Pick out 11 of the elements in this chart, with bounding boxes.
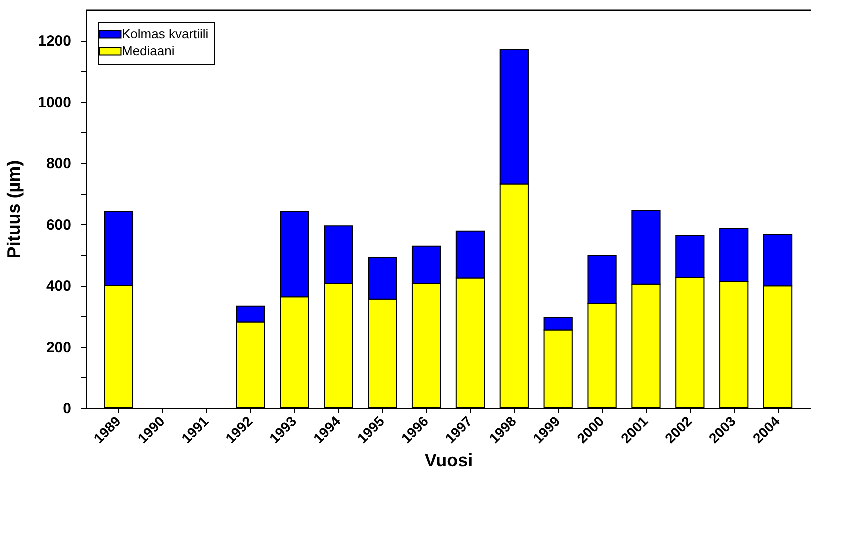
y-tick-label: 1000 xyxy=(38,94,72,112)
y-tick-label: 800 xyxy=(46,156,72,173)
y-tick-label: 400 xyxy=(46,278,72,296)
legend-label: Kolmas kvartiili xyxy=(122,26,209,42)
y-tick-label: 200 xyxy=(46,339,72,356)
y-tick-label: 0 xyxy=(63,400,72,418)
y-tick-label: 1200 xyxy=(38,33,72,50)
legend-label: Mediaani xyxy=(122,44,175,58)
y-tick-label: 600 xyxy=(46,216,72,234)
y-axis-title: Pituus (µm) xyxy=(4,160,24,259)
x-axis-title: Vuosi xyxy=(424,450,474,470)
